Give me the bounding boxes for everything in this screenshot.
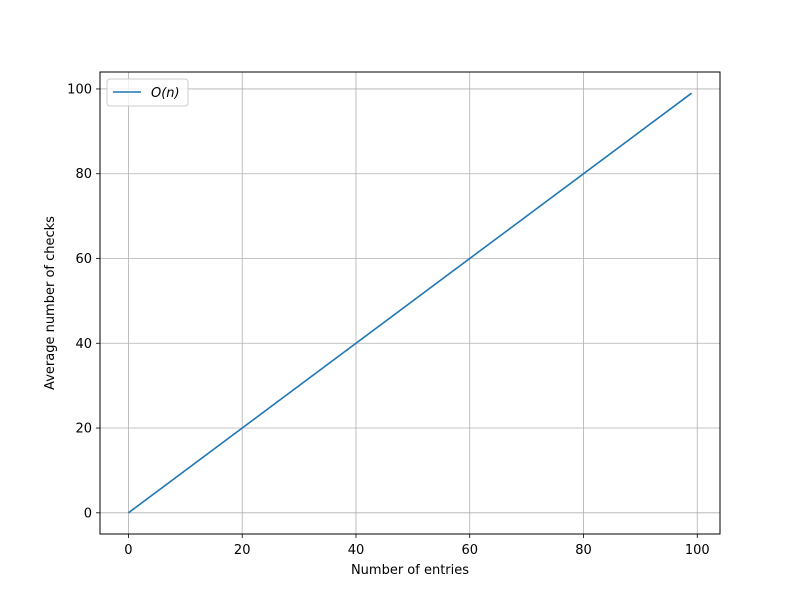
x-tick-label: 0 (124, 543, 132, 558)
y-tick-label: 100 (67, 82, 92, 97)
y-axis-label: Average number of checks (43, 216, 58, 390)
legend-label-series-1: O(n) (151, 86, 180, 101)
y-tick-label: 40 (75, 337, 92, 352)
y-tick-label: 80 (75, 167, 92, 182)
plot-frame (99, 71, 721, 535)
grid (100, 72, 720, 534)
x-tick-label: 100 (685, 543, 710, 558)
x-tick-label: 80 (575, 543, 592, 558)
x-tick-label: 20 (234, 543, 251, 558)
x-tick-label: 40 (348, 543, 365, 558)
series-line-1 (127, 92, 693, 514)
legend-box (106, 78, 189, 107)
ticks: 0 20 40 60 80 100 0 20 40 60 80 100 (67, 82, 709, 558)
x-axis-label: Number of entries (351, 563, 469, 578)
y-tick-label: 60 (75, 252, 92, 267)
y-tick-label: 20 (75, 422, 92, 437)
x-tick-label: 60 (461, 543, 478, 558)
y-tick-label: 0 (84, 506, 92, 521)
series-layer (127, 92, 693, 514)
legend: O(n) (106, 78, 189, 107)
